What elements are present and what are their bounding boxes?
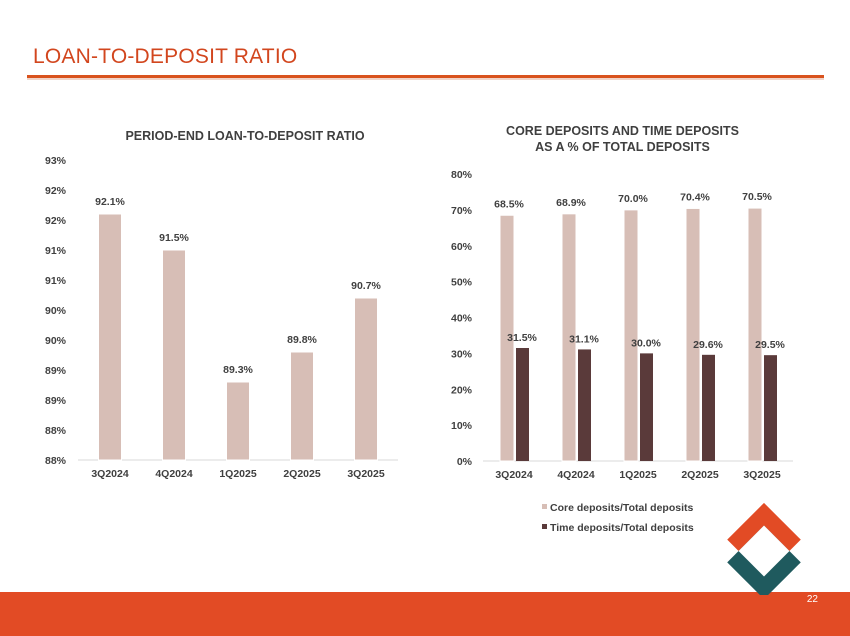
right-chart-title-line-2: AS A % OF TOTAL DEPOSITS [535, 140, 710, 154]
right-y-tick-label: 30% [451, 348, 473, 360]
right-time-bar [764, 355, 777, 461]
left-x-tick-label: 2Q2025 [283, 468, 321, 480]
right-time-data-label: 31.5% [507, 332, 537, 344]
left-y-tick-label: 90% [45, 305, 67, 317]
right-chart-title-line-1: CORE DEPOSITS AND TIME DEPOSITS [506, 124, 739, 138]
left-x-tick-label: 1Q2025 [219, 468, 257, 480]
title-divider [27, 75, 824, 78]
right-y-tick-label: 0% [457, 456, 473, 468]
left-chart-title: PERIOD-END LOAN-TO-DEPOSIT RATIO [125, 129, 365, 143]
left-y-tick-label: 92% [45, 185, 67, 197]
left-bar-data-label: 92.1% [95, 196, 125, 208]
right-time-bar [578, 349, 591, 461]
charts-canvas: 88% 88% 89% 89% 90% 90% 91% 91% 92% 92% 93% 92.1% 3Q… [45, 155, 793, 534]
right-x-tick-label: 2Q2025 [681, 469, 719, 481]
right-time-data-label: 30.0% [631, 337, 661, 349]
right-time-bar [702, 354, 715, 461]
left-y-tick-label: 93% [45, 155, 67, 167]
left-y-tick-label: 91% [45, 275, 67, 287]
right-core-data-label: 70.0% [618, 193, 648, 205]
right-y-tick-label: 60% [451, 241, 473, 253]
left-x-tick-label: 3Q2024 [91, 468, 129, 480]
right-x-tick-label: 1Q2025 [619, 469, 657, 481]
logo-center-square [738, 525, 790, 577]
right-core-data-label: 70.5% [742, 191, 772, 203]
left-y-tick-label: 88% [45, 455, 67, 467]
right-time-bar [516, 347, 529, 461]
right-core-bar [623, 209, 639, 462]
slide-title: LOAN-TO-DEPOSIT RATIO [33, 45, 298, 68]
left-bar [354, 297, 378, 461]
left-bar [290, 351, 314, 461]
left-bar-data-label: 89.3% [223, 364, 253, 376]
right-chart-title: CORE DEPOSITS AND TIME DEPOSITS AS A % O… [450, 123, 795, 155]
right-legend-swatch [542, 504, 547, 509]
left-y-tick-label: 91% [45, 245, 67, 257]
left-bar-data-label: 89.8% [287, 334, 317, 346]
left-y-tick-label: 88% [45, 425, 67, 437]
company-logo [727, 503, 801, 595]
left-y-tick-label: 90% [45, 335, 67, 347]
right-y-tick-label: 10% [451, 420, 473, 432]
left-y-tick-label: 92% [45, 215, 67, 227]
right-time-data-label: 29.5% [755, 339, 785, 351]
right-x-tick-label: 4Q2024 [557, 469, 595, 481]
right-y-tick-label: 70% [451, 205, 473, 217]
right-core-data-label: 68.5% [494, 198, 524, 210]
right-core-data-label: 68.9% [556, 197, 586, 209]
right-y-tick-label: 20% [451, 384, 473, 396]
right-time-data-label: 31.1% [569, 333, 599, 345]
right-time-data-label: 29.6% [693, 339, 723, 351]
left-bar-data-label: 91.5% [159, 232, 189, 244]
title-divider-shadow [27, 78, 824, 80]
left-y-tick-label: 89% [45, 365, 67, 377]
right-y-tick-label: 40% [451, 313, 473, 325]
footer-bar [0, 592, 850, 636]
right-legend-label: Time deposits/Total deposits [550, 522, 694, 534]
right-core-bar [499, 214, 515, 462]
left-bar-data-label: 90.7% [351, 280, 381, 292]
right-y-tick-label: 80% [451, 169, 473, 181]
left-bar [98, 213, 122, 461]
right-legend-label: Core deposits/Total deposits [550, 502, 693, 514]
right-legend-swatch [542, 524, 547, 529]
right-time-bar [640, 353, 653, 461]
left-bar [226, 381, 250, 461]
right-y-tick-label: 50% [451, 277, 473, 289]
page-number: 22 [806, 594, 818, 605]
right-core-data-label: 70.4% [680, 191, 710, 203]
right-core-bar [685, 207, 701, 462]
left-y-tick-label: 89% [45, 395, 67, 407]
right-x-tick-label: 3Q2025 [743, 469, 781, 481]
left-bar [162, 249, 186, 461]
right-x-tick-label: 3Q2024 [495, 469, 533, 481]
left-x-tick-label: 4Q2024 [155, 468, 193, 480]
right-core-bar [561, 213, 577, 462]
left-x-tick-label: 3Q2025 [347, 468, 385, 480]
right-core-bar [747, 207, 763, 462]
